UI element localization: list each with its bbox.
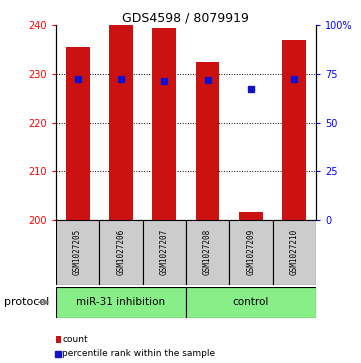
Bar	[143, 220, 186, 285]
Text: GSM1027206: GSM1027206	[117, 229, 125, 276]
Text: GSM1027209: GSM1027209	[247, 229, 255, 276]
Text: protocol: protocol	[4, 297, 49, 307]
Bar	[229, 220, 273, 285]
Bar	[66, 47, 90, 220]
Text: control: control	[233, 297, 269, 307]
Title: GDS4598 / 8079919: GDS4598 / 8079919	[122, 11, 249, 24]
Text: miR-31 inhibition: miR-31 inhibition	[77, 297, 165, 307]
Bar	[56, 220, 99, 285]
Bar	[196, 62, 219, 220]
Bar	[56, 287, 186, 318]
Text: GSM1027208: GSM1027208	[203, 229, 212, 276]
Text: GSM1027205: GSM1027205	[73, 229, 82, 276]
Bar	[56, 336, 61, 343]
Bar	[152, 28, 176, 220]
Bar	[186, 220, 229, 285]
Bar	[282, 40, 306, 220]
Bar	[239, 212, 263, 220]
Text: count: count	[62, 335, 88, 344]
Bar	[109, 25, 133, 220]
Text: GSM1027207: GSM1027207	[160, 229, 169, 276]
Bar	[273, 220, 316, 285]
Bar	[99, 220, 143, 285]
Text: GSM1027210: GSM1027210	[290, 229, 299, 276]
Text: percentile rank within the sample: percentile rank within the sample	[62, 350, 216, 358]
Bar	[186, 287, 316, 318]
